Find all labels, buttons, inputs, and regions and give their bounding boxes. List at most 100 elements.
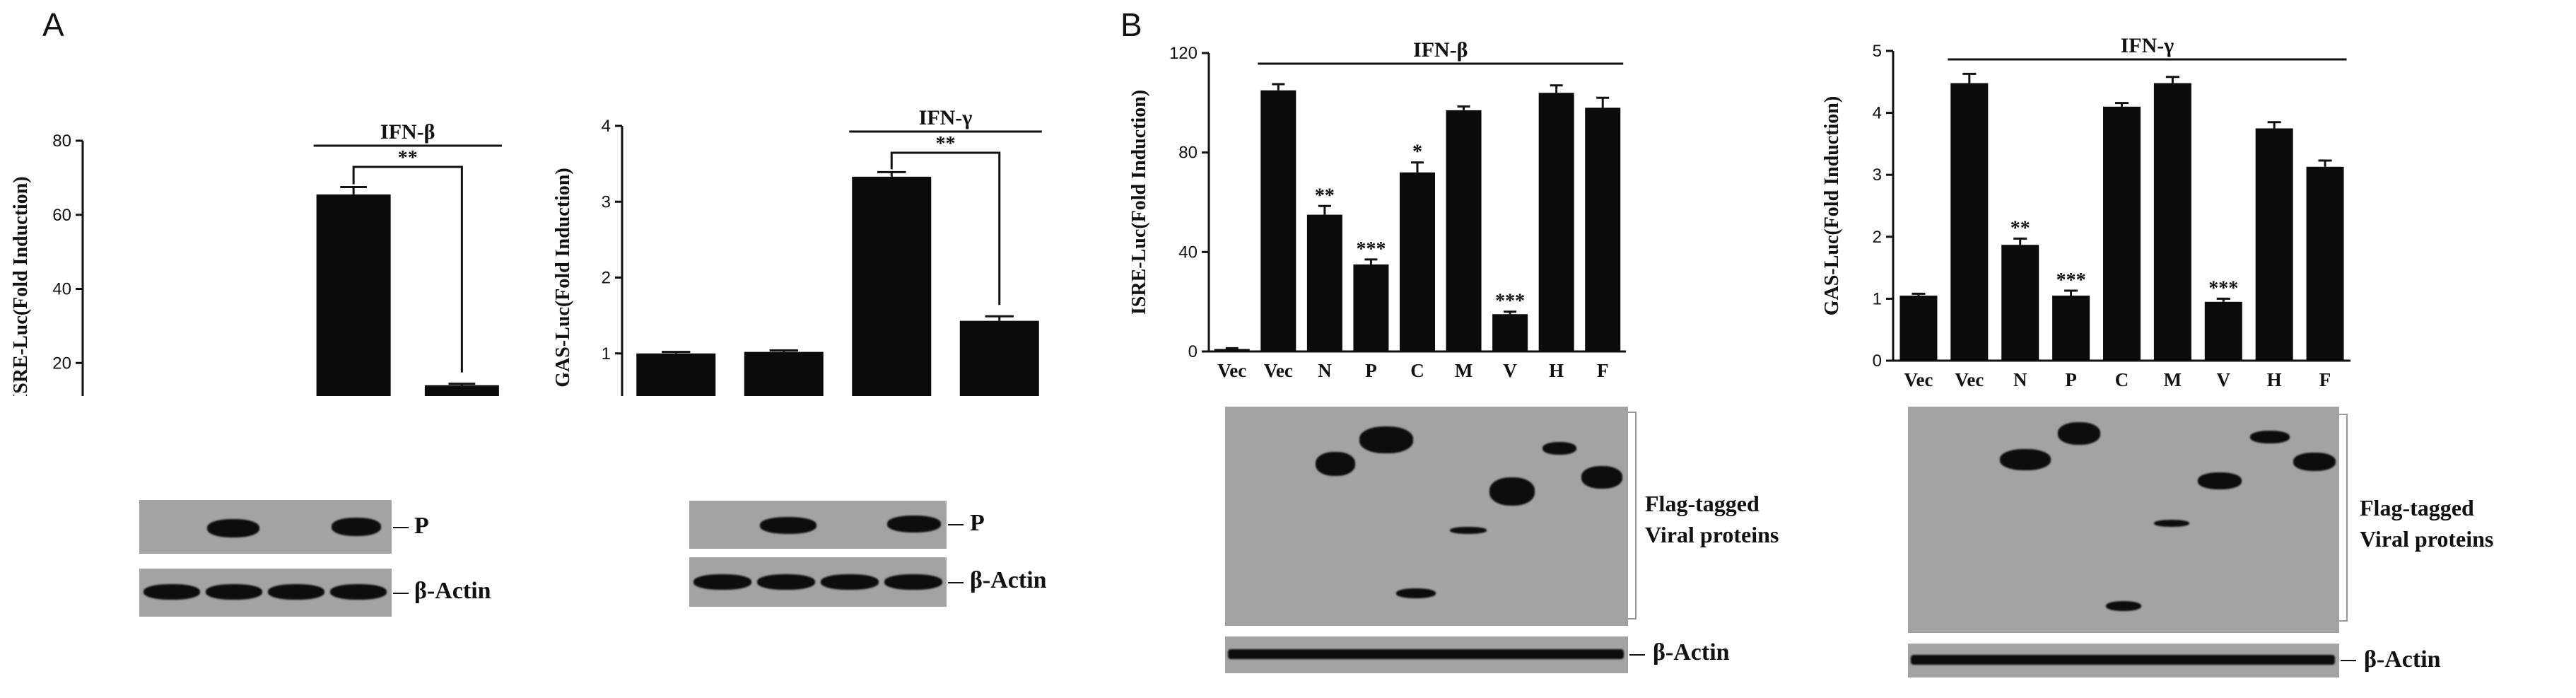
bar	[2052, 296, 2090, 361]
y-tick-label: 3	[602, 192, 611, 211]
actin-western-blot	[1225, 636, 1628, 673]
actin-label: β-Actin	[414, 578, 491, 604]
category-label: C	[1410, 360, 1424, 381]
y-tick-label: 0	[1188, 342, 1198, 361]
bracket	[1628, 412, 1637, 620]
actin-band	[144, 584, 200, 600]
significance-label: **	[936, 133, 956, 155]
significance-label: **	[398, 147, 418, 169]
p-band	[1359, 426, 1413, 453]
bar	[2103, 106, 2141, 361]
y-axis-label: GAS-Luc(Fold Induction)	[552, 168, 574, 387]
y-tick-label: 0	[1873, 351, 1882, 371]
y-tick-label: 2	[1873, 228, 1882, 247]
y-tick-label: 20	[52, 354, 71, 373]
bar	[1585, 107, 1621, 351]
v-band	[2198, 472, 2242, 489]
category-label: V	[2217, 369, 2231, 390]
actin-band	[206, 584, 262, 600]
actin-western-blot	[1908, 644, 2339, 677]
n-band	[1316, 452, 1355, 476]
flag-label-line2: Viral proteins	[2360, 526, 2494, 552]
category-label: P	[2065, 369, 2077, 390]
flag-label-line1: Flag-tagged	[1645, 491, 1760, 516]
flag-western-blot	[1908, 407, 2339, 633]
y-tick-label: 120	[1169, 44, 1198, 63]
category-label: Vec	[1264, 360, 1293, 381]
significance-label: ***	[2056, 269, 2086, 291]
m-band	[2154, 520, 2189, 527]
m-band	[1450, 527, 1487, 534]
category-label: H	[2267, 369, 2282, 390]
significance-label: **	[1315, 185, 1335, 207]
category-label: Vec	[1904, 369, 1933, 390]
bar	[1899, 296, 1938, 361]
y-tick-label: 4	[602, 117, 611, 136]
bar	[1538, 93, 1574, 351]
y-tick-label: 5	[1873, 42, 1882, 61]
actin-band	[268, 584, 324, 600]
c-band	[2106, 601, 2141, 611]
actin-label: β-Actin	[1653, 639, 1730, 665]
bar	[744, 351, 824, 396]
actin-band	[884, 574, 942, 590]
bar	[1260, 90, 1296, 351]
actin-band	[1228, 649, 1624, 659]
group-label: IFN-γ	[2121, 34, 2174, 57]
f-band	[2293, 453, 2336, 471]
category-label: M	[1455, 360, 1473, 381]
category-label: V	[1503, 360, 1517, 381]
flag-label-line2: Viral proteins	[1645, 522, 1779, 547]
comparison-bracket	[352, 165, 463, 373]
bar	[424, 385, 499, 396]
group-label: IFN-β	[380, 120, 435, 144]
bar	[852, 176, 932, 396]
actin-western-blot	[689, 557, 947, 607]
label-tick	[2341, 660, 2356, 661]
v-band	[1489, 477, 1535, 506]
flag-label-line1: Flag-tagged	[2360, 495, 2474, 520]
y-tick-label: 80	[52, 132, 71, 151]
label-tick	[948, 582, 964, 583]
y-tick-label: 40	[52, 280, 71, 299]
bar	[2204, 301, 2242, 361]
category-label: N	[1318, 360, 1332, 381]
bar	[1353, 264, 1389, 351]
bar	[1446, 110, 1482, 351]
actin-band	[757, 574, 815, 590]
group-label: IFN-β	[1413, 38, 1468, 62]
significance-label: *	[1412, 141, 1422, 163]
comparison-bracket	[890, 151, 1001, 306]
p-label: P	[414, 513, 429, 539]
actin-label: β-Actin	[2364, 646, 2441, 673]
p-band	[207, 519, 259, 537]
actin-band	[330, 584, 387, 600]
significance-label: ***	[1356, 238, 1386, 260]
category-label: M	[2164, 369, 2182, 390]
panel-a-letter: A	[42, 6, 64, 43]
y-tick-label: 3	[1873, 165, 1882, 185]
label-tick	[393, 527, 409, 528]
flag-western-blot	[1225, 407, 1628, 626]
bar	[959, 320, 1039, 396]
bar	[1492, 314, 1528, 351]
p-band	[887, 516, 941, 533]
y-tick-label: 2	[602, 269, 611, 288]
bar	[1950, 83, 1989, 361]
category-label: Vec	[1955, 369, 1984, 390]
bar	[2306, 166, 2344, 361]
bar	[1400, 172, 1435, 351]
label-tick	[948, 524, 964, 525]
p-label: P	[970, 510, 985, 536]
panel-b-letter: B	[1120, 6, 1142, 43]
bar	[2001, 245, 2039, 361]
category-label: F	[2319, 369, 2331, 390]
label-tick	[393, 593, 409, 594]
flag-label: Flag-tagged Viral proteins	[1645, 488, 1779, 550]
category-label: C	[2115, 369, 2129, 390]
y-axis-label: GAS-Luc(Fold Induction)	[1821, 96, 1843, 315]
y-axis-label: ISRE-Luc(Fold Induction)	[10, 176, 32, 396]
category-label: N	[2013, 369, 2027, 390]
group-label: IFN-γ	[919, 106, 973, 129]
actin-band	[693, 574, 751, 590]
